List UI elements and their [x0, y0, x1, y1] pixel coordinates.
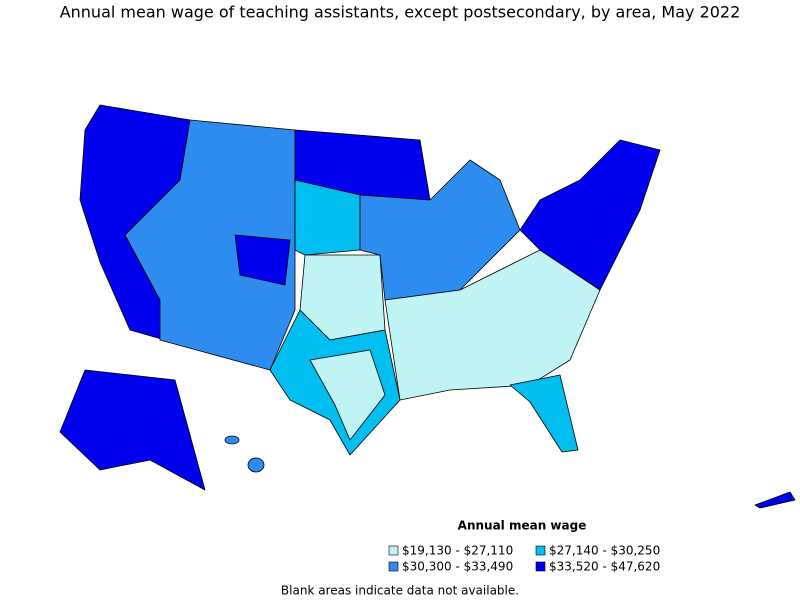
midwest [359, 159, 521, 301]
northeast [519, 139, 661, 291]
legend-title: Annual mean wage [458, 519, 587, 533]
legend-swatch [535, 561, 546, 572]
legend-label: $33,520 - $47,620 [549, 560, 660, 574]
colorado-area [234, 234, 291, 286]
legend-swatch [388, 545, 399, 556]
puerto-rico [754, 491, 796, 509]
map-title: Annual mean wage of teaching assistants,… [60, 3, 741, 22]
alaska [59, 369, 206, 491]
legend-swatch [388, 561, 399, 572]
legend-label: $19,130 - $27,110 [402, 544, 513, 558]
south-texas [309, 349, 386, 441]
hawaii [247, 457, 265, 473]
footnote: Blank areas indicate data not available. [281, 584, 519, 598]
florida [509, 374, 579, 453]
us-map [59, 104, 796, 509]
central-plains [294, 179, 361, 256]
legend-label: $30,300 - $33,490 [402, 560, 513, 574]
hawaii [224, 435, 240, 445]
legend-label: $27,140 - $30,250 [549, 544, 660, 558]
legend: $19,130 - $27,110 $27,140 - $30,250 $30,30… [388, 544, 660, 574]
southeast [384, 249, 601, 401]
legend-swatch [535, 545, 546, 556]
